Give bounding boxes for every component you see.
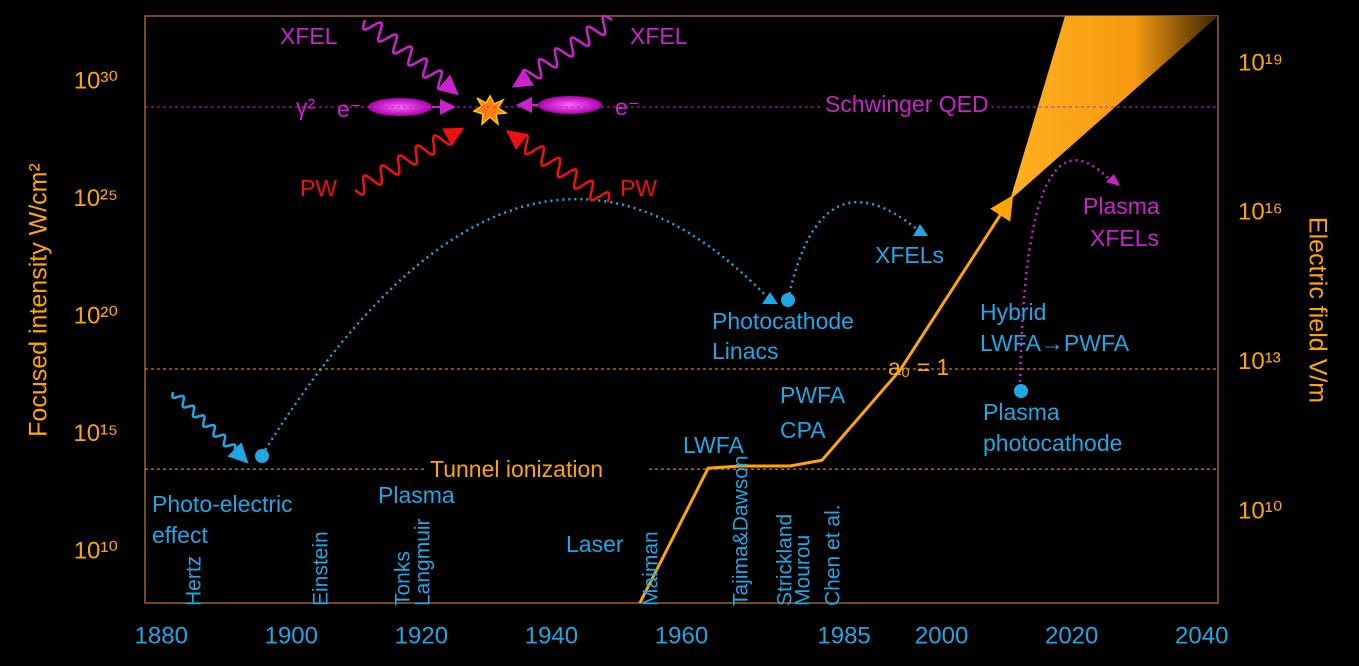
y2-tick-label: 10¹⁶ [1238,199,1283,226]
annotation: PW [300,175,337,201]
y-tick-label: 10³⁰ [74,67,118,94]
researcher-name: Strickland [774,514,797,606]
y-tick-label: 10¹⁰ [74,537,118,564]
annotation: Plasma [983,399,1060,425]
researcher-name: Tonks [392,551,415,606]
series-label: Laser [566,531,624,557]
markers [255,174,1120,463]
annotation: photocathode [983,430,1122,456]
annotation: e⁻ [615,94,640,120]
wave [361,19,459,96]
y-axis-label: Focused intensity W/cm² [25,163,53,437]
researcher-name: Einstein [310,531,333,606]
reference-label: Schwinger QED [825,91,989,117]
plot-frame [144,15,1219,604]
x-tick-label: 1985 [817,622,870,649]
annotation: XFELs [1090,225,1159,251]
intensity-cone [1010,16,1218,200]
annotation: Photocathode [712,308,854,334]
annotation: PWFA [780,382,846,408]
y-tick-label: 10²⁵ [73,185,118,212]
annotation: XFEL [280,23,338,49]
collision-sketch [368,94,602,127]
annotation: Linacs [712,338,778,364]
reference-label: Tunnel ionization [430,456,603,482]
x-tick-label: 1960 [655,622,708,649]
annotation: CPA [780,417,826,443]
annotation: effect [152,522,208,548]
annotation: e⁻ [337,96,362,122]
x-tick-label: 1880 [135,622,188,649]
annotation: γ² [296,94,316,120]
annotation: LWFA [683,432,745,458]
y2-tick-label: 10¹⁰ [1238,498,1282,525]
researcher-name: Maiman [640,531,663,606]
annotation: Plasma [378,482,455,508]
wave [506,130,611,203]
researcher-name: Chen et al. [822,504,845,606]
x-tick-label: 1940 [525,622,578,649]
y2-tick-label: 10¹⁹ [1238,49,1283,76]
annotation: LWFA→PWFA [980,330,1130,356]
x-tick-label: 1900 [265,622,318,649]
annotation: XFEL [630,23,688,49]
annotation: PW [620,175,657,201]
y-tick-label: 10²⁰ [74,302,118,329]
wave [511,14,613,88]
y2-tick-label: 10¹³ [1238,348,1281,375]
x-tick-label: 2000 [915,622,968,649]
x-tick-label: 2040 [1175,622,1228,649]
label-bg [426,456,647,483]
dotted-arrows [260,159,1113,456]
label-bg [821,94,992,121]
annotation: XFELs [875,242,944,268]
researcher-name: Hertz [183,556,206,606]
researcher-name: Tajima&Dawson [730,455,753,606]
reference-label: a₀ = 1 [888,354,949,380]
y-tick-label: 10¹⁵ [73,420,118,447]
researcher-name: Langmuir [412,518,435,606]
x-tick-label: 2020 [1045,622,1098,649]
researcher-name: Mourou [792,535,815,606]
laser-line [638,195,1014,604]
annotation: Plasma [1083,193,1160,219]
wavy-arrows [171,14,613,464]
y2-axis-label: Electric field V/m [1303,217,1331,403]
wave [354,127,465,196]
wave [171,391,249,464]
annotation: Photo-electric [152,491,293,517]
x-tick-label: 1920 [395,622,448,649]
annotation: Hybrid [980,299,1046,325]
